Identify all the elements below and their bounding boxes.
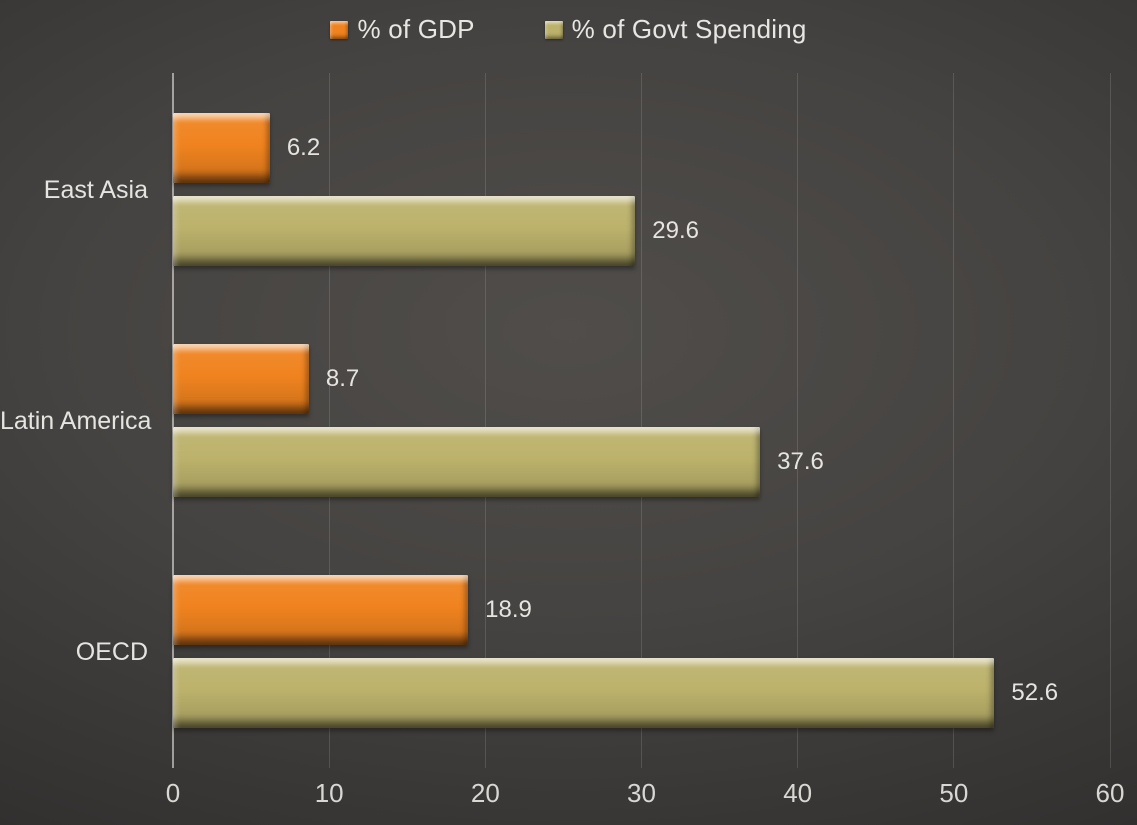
data-label: 52.6 (1011, 679, 1059, 706)
bar-of-gdp-oecd (173, 575, 469, 645)
x-tick-label-0: 0 (165, 778, 181, 808)
category-label-latin-america: Latin America (0, 406, 152, 435)
legend-swatch-gdp-icon (330, 20, 349, 39)
data-label: 37.6 (777, 448, 824, 475)
x-tick-label-30: 30 (627, 778, 656, 808)
x-tick-label-60: 60 (1095, 778, 1125, 808)
data-label: 6.2 (286, 134, 321, 161)
bar-of-gdp-east-asia (173, 113, 270, 183)
legend-swatch-govt-spending-icon (544, 20, 563, 39)
x-tick-label-40: 40 (783, 778, 813, 808)
legend-label-govt-spending: % of Govt Spending (571, 14, 807, 44)
x-axis-tick-labels: 0 10 20 30 40 50 60 (166, 778, 1125, 814)
category-label-oecd: OECD (75, 637, 148, 666)
category-label-east-asia: East Asia (43, 175, 148, 204)
legend-label-gdp: % of GDP (357, 14, 475, 44)
legend: % of GDP % of Govt Spending (0, 14, 1137, 45)
x-tick-label-50: 50 (939, 778, 969, 808)
gridline-x-20 (484, 73, 486, 768)
gridline-x-50 (953, 73, 955, 768)
gridline-x-40 (797, 73, 799, 768)
gridline-x-60 (1109, 73, 1111, 768)
legend-item-gdp: % of GDP (330, 14, 474, 45)
x-tick-label-20: 20 (470, 778, 500, 808)
bar-of-govt-spending-oecd (173, 658, 995, 728)
x-tick-label-10: 10 (314, 778, 344, 808)
bar-of-govt-spending-east-asia (173, 196, 636, 266)
bar-of-govt-spending-latin-america (173, 427, 761, 497)
plot-area: 6.2 29.6 8.7 37.6 18.9 52.6 (172, 73, 1111, 768)
gridline-x-30 (641, 73, 642, 768)
data-label: 29.6 (652, 217, 699, 244)
bar-of-gdp-latin-america (173, 344, 309, 414)
legend-item-govt-spending: % of Govt Spending (544, 14, 807, 45)
data-label: 8.7 (325, 365, 360, 392)
y-axis-line (172, 73, 174, 768)
gridline-x-10 (328, 73, 330, 768)
data-label: 18.9 (485, 596, 532, 623)
